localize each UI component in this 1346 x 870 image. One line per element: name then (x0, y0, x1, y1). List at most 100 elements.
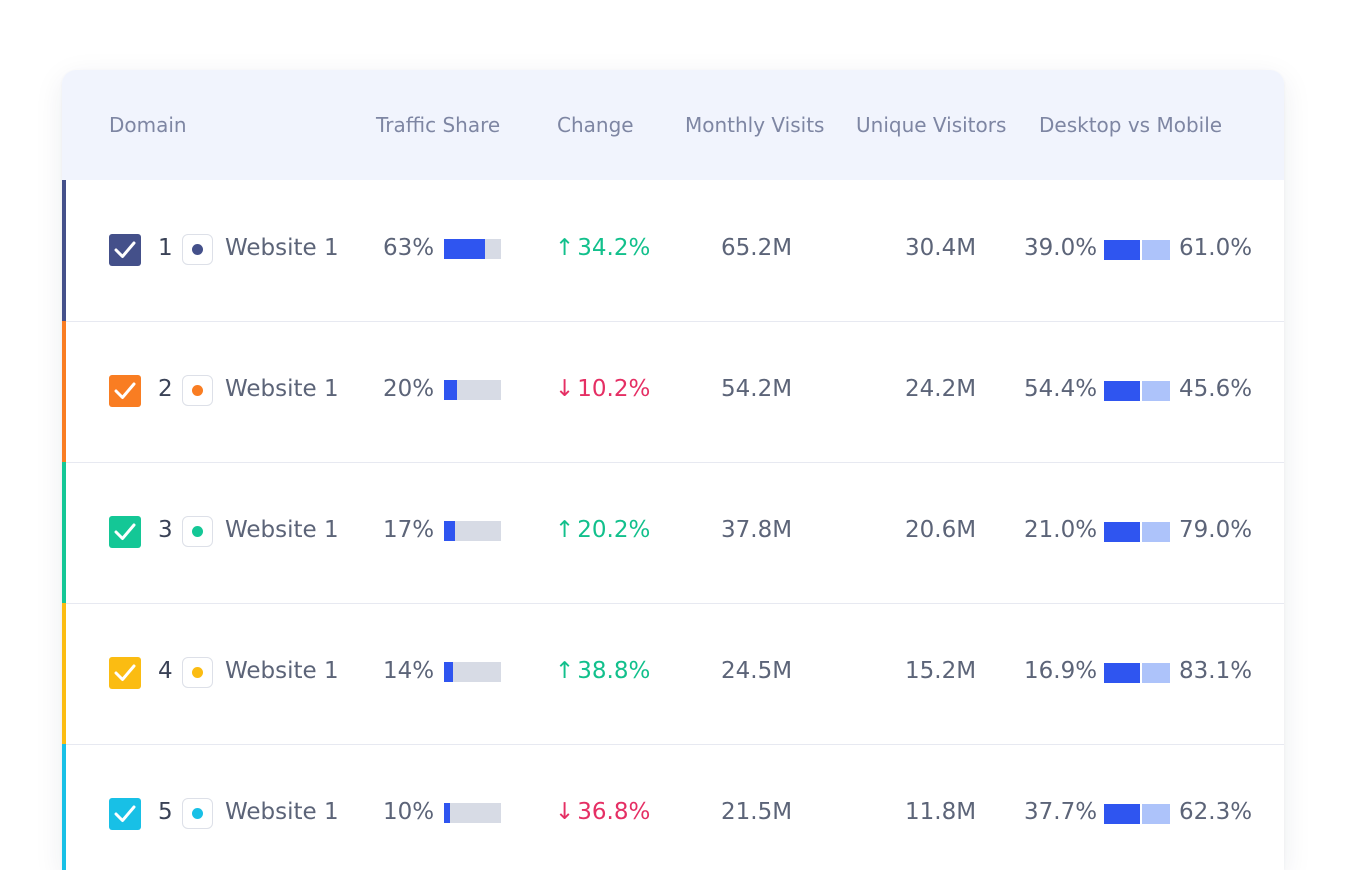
desktop-bar-segment (1104, 663, 1140, 683)
check-icon (114, 241, 136, 258)
traffic-share-bar-fill (444, 380, 457, 400)
traffic-share-bar (444, 239, 501, 259)
monthly-visits-value: 54.2M (721, 376, 793, 402)
monthly-visits-value: 37.8M (721, 517, 793, 543)
table-header: Domain Traffic Share Change Monthly Visi… (62, 70, 1284, 180)
site-name-link[interactable]: Website 1 (225, 376, 339, 402)
traffic-share-bar-fill (444, 521, 455, 541)
traffic-share-value: 17% (383, 517, 435, 543)
favicon-dot (192, 526, 203, 537)
desktop-mobile-bar (1104, 381, 1170, 401)
table-row[interactable]: 1 Website 1 63% ↑ 34.2% 65.2M 30.4M 39.0% 61.0% (62, 180, 1284, 322)
change-value: ↑ 38.8% (555, 658, 650, 684)
change-percent: 10.2% (577, 376, 651, 402)
traffic-share-value: 63% (383, 235, 435, 261)
favicon-dot-icon (182, 375, 213, 406)
favicon-dot-icon (182, 657, 213, 688)
traffic-share-value: 14% (383, 658, 435, 684)
row-checkbox[interactable] (109, 234, 141, 266)
arrow-up-icon: ↑ (555, 517, 575, 543)
check-icon (114, 805, 136, 822)
desktop-bar-segment (1104, 522, 1140, 542)
row-rank: 4 (158, 658, 173, 684)
monthly-visits-value: 65.2M (721, 235, 793, 261)
row-checkbox[interactable] (109, 375, 141, 407)
traffic-share-value: 20% (383, 376, 435, 402)
traffic-share-value: 10% (383, 799, 435, 825)
traffic-share-bar-fill (444, 662, 453, 682)
favicon-dot (192, 808, 203, 819)
favicon-dot-icon (182, 234, 213, 265)
change-value: ↓ 36.8% (555, 799, 650, 825)
unique-visitors-value: 20.6M (905, 517, 977, 543)
column-header-monthly-visits[interactable]: Monthly Visits (685, 113, 825, 137)
change-percent: 20.2% (577, 517, 651, 543)
traffic-share-bar (444, 380, 501, 400)
arrow-down-icon: ↓ (555, 799, 575, 825)
desktop-share-value: 37.7% (1024, 799, 1098, 825)
table-row[interactable]: 5 Website 1 10% ↓ 36.8% 21.5M 11.8M 37.7% 62.3% (62, 744, 1284, 870)
check-icon (114, 382, 136, 399)
table-row[interactable]: 2 Website 1 20% ↓ 10.2% 54.2M 24.2M 54.4% 45.6% (62, 321, 1284, 463)
site-name-link[interactable]: Website 1 (225, 658, 339, 684)
desktop-share-value: 39.0% (1024, 235, 1098, 261)
desktop-mobile-bar (1104, 522, 1170, 542)
column-header-desktop-vs-mobile[interactable]: Desktop vs Mobile (1039, 113, 1223, 137)
row-rank: 1 (158, 235, 173, 261)
traffic-share-bar (444, 662, 501, 682)
row-color-strip (62, 462, 66, 604)
favicon-dot (192, 244, 203, 255)
monthly-visits-value: 24.5M (721, 658, 793, 684)
arrow-up-icon: ↑ (555, 235, 575, 261)
table-row[interactable]: 4 Website 1 14% ↑ 38.8% 24.5M 15.2M 16.9% 83.1% (62, 603, 1284, 745)
row-checkbox[interactable] (109, 516, 141, 548)
unique-visitors-value: 24.2M (905, 376, 977, 402)
row-color-strip (62, 321, 66, 463)
mobile-share-value: 79.0% (1179, 517, 1253, 543)
mobile-bar-segment (1142, 240, 1170, 260)
desktop-share-value: 21.0% (1024, 517, 1098, 543)
site-name-link[interactable]: Website 1 (225, 517, 339, 543)
traffic-share-bar (444, 521, 501, 541)
row-color-strip (62, 180, 66, 322)
row-rank: 2 (158, 376, 173, 402)
favicon-dot (192, 385, 203, 396)
mobile-share-value: 61.0% (1179, 235, 1253, 261)
table-row[interactable]: 3 Website 1 17% ↑ 20.2% 37.8M 20.6M 21.0% 79.0% (62, 462, 1284, 604)
change-percent: 36.8% (577, 799, 651, 825)
site-name-link[interactable]: Website 1 (225, 799, 339, 825)
column-header-traffic-share[interactable]: Traffic Share (376, 113, 501, 137)
row-checkbox[interactable] (109, 798, 141, 830)
desktop-mobile-bar (1104, 240, 1170, 260)
desktop-mobile-bar (1104, 804, 1170, 824)
row-color-strip (62, 744, 66, 870)
column-header-change[interactable]: Change (557, 113, 634, 137)
unique-visitors-value: 15.2M (905, 658, 977, 684)
traffic-share-bar-fill (444, 239, 485, 259)
row-rank: 3 (158, 517, 173, 543)
desktop-mobile-bar (1104, 663, 1170, 683)
desktop-share-value: 54.4% (1024, 376, 1098, 402)
mobile-bar-segment (1142, 381, 1170, 401)
favicon-dot (192, 667, 203, 678)
row-rank: 5 (158, 799, 173, 825)
unique-visitors-value: 11.8M (905, 799, 977, 825)
mobile-share-value: 62.3% (1179, 799, 1253, 825)
check-icon (114, 523, 136, 540)
change-percent: 34.2% (577, 235, 651, 261)
change-value: ↓ 10.2% (555, 376, 650, 402)
desktop-share-value: 16.9% (1024, 658, 1098, 684)
change-value: ↑ 34.2% (555, 235, 650, 261)
column-header-domain[interactable]: Domain (109, 113, 187, 137)
arrow-up-icon: ↑ (555, 658, 575, 684)
mobile-bar-segment (1142, 804, 1170, 824)
favicon-dot-icon (182, 798, 213, 829)
site-name-link[interactable]: Website 1 (225, 235, 339, 261)
mobile-share-value: 83.1% (1179, 658, 1253, 684)
arrow-down-icon: ↓ (555, 376, 575, 402)
column-header-unique-visitors[interactable]: Unique Visitors (856, 113, 1007, 137)
row-checkbox[interactable] (109, 657, 141, 689)
mobile-bar-segment (1142, 522, 1170, 542)
desktop-bar-segment (1104, 381, 1140, 401)
row-color-strip (62, 603, 66, 745)
